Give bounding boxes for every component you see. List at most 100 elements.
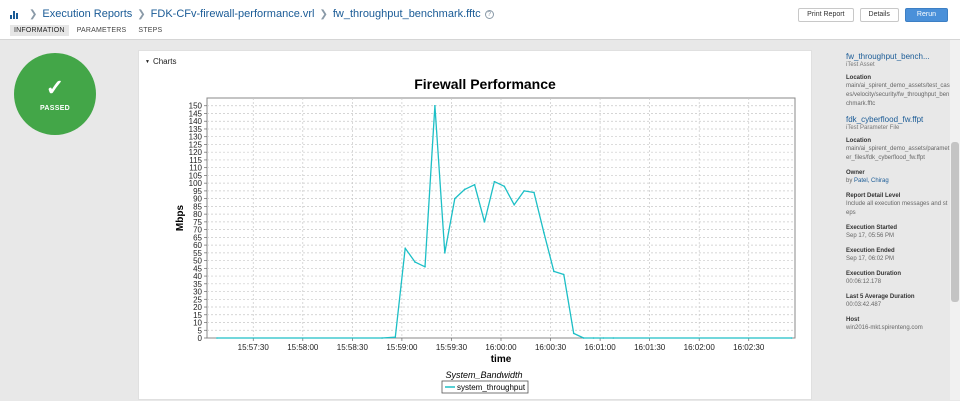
caret-down-icon: ▼ <box>145 58 150 65</box>
y-tick-label: 150 <box>189 102 203 111</box>
data-point <box>404 247 407 249</box>
y-tick-label: 90 <box>193 195 202 204</box>
y-tick-label: 80 <box>193 210 202 219</box>
chevron-right-icon: ❯ <box>29 8 38 20</box>
legend-title: System_Bandwidth <box>445 370 522 380</box>
y-tick-label: 125 <box>189 140 203 149</box>
y-tick-label: 40 <box>193 272 202 281</box>
charts-panel: ▼ Charts Firewall Performance 0 5 10 15 20 25… <box>138 50 812 400</box>
y-tick-label: 25 <box>193 295 202 304</box>
y-tick-label: 100 <box>189 179 203 188</box>
data-point <box>513 204 516 206</box>
data-point <box>533 191 535 194</box>
data-point <box>790 337 793 339</box>
y-axis-label: Mbps <box>175 205 186 232</box>
y-tick-label: 135 <box>189 125 203 134</box>
y-tick-label: 145 <box>189 109 203 118</box>
rerun-button[interactable]: Rerun <box>904 8 948 22</box>
y-tick-label: 60 <box>193 241 202 250</box>
location-label: Location <box>846 75 871 81</box>
y-tick-label: 5 <box>198 326 203 335</box>
charts-section-label: Charts <box>152 57 177 66</box>
average-duration-value: 00:03:42.487 <box>846 302 882 308</box>
data-point <box>424 265 426 268</box>
x-tick-label: 15:58:30 <box>337 343 369 352</box>
data-point <box>473 183 476 186</box>
data-point <box>453 197 456 200</box>
execution-duration-value: 00:06:12.178 <box>846 279 882 285</box>
parameter-location-value: main/ai_spirent_demo_assets/parameter_fi… <box>846 146 950 161</box>
parameter-file-link[interactable]: fdk_cyberflood_fw.ffpt <box>846 115 924 124</box>
owner-row: by Patel, Chirag <box>846 177 950 186</box>
owner-label: Owner <box>846 170 865 176</box>
tab-parameters[interactable]: PARAMETERS <box>76 27 127 34</box>
tab-steps[interactable]: STEPS <box>138 27 163 34</box>
data-point <box>444 252 446 254</box>
y-tick-label: 55 <box>193 249 202 258</box>
bar-chart-icon <box>10 10 18 19</box>
series-lines <box>216 104 793 339</box>
data-point <box>572 332 575 335</box>
y-tick-label: 15 <box>193 311 202 320</box>
x-tick-label: 16:01:00 <box>585 343 617 352</box>
chart-title: Firewall Performance <box>414 76 556 92</box>
data-point <box>592 337 595 339</box>
parameter-location-label: Location <box>846 138 871 144</box>
execution-ended-label: Execution Ended <box>846 248 895 254</box>
data-point <box>503 185 506 188</box>
data-point <box>562 273 565 276</box>
toolbar: Print Report Details Rerun <box>798 8 948 22</box>
host-value: win2016-mkt.spirenteng.com <box>846 325 923 331</box>
y-tick-label: 140 <box>189 117 203 126</box>
x-axis-label: time <box>491 354 512 365</box>
y-tick-label: 65 <box>193 233 202 242</box>
scrollbar[interactable] <box>950 40 960 400</box>
y-tick-label: 85 <box>193 202 202 211</box>
asset-type: iTest Asset <box>846 62 875 68</box>
status-label: PASSED <box>39 104 71 112</box>
y-tick-label: 115 <box>189 156 202 165</box>
scrollbar-thumb[interactable] <box>951 142 959 302</box>
breadcrumb-execution-reports[interactable]: Execution Reports <box>42 8 133 20</box>
x-tick-label: 15:58:00 <box>287 343 319 352</box>
print-report-button[interactable]: Print Report <box>798 8 854 22</box>
x-tick-label: 16:01:30 <box>634 343 666 352</box>
legend-box <box>441 380 529 394</box>
tab-information[interactable]: INFORMATION <box>10 25 69 36</box>
breadcrumb: ❯ Execution Reports ❯ FDK-CFv-firewall-p… <box>10 8 494 20</box>
details-sidebar: fw_throughput_bench... iTest Asset Locat… <box>846 52 950 333</box>
execution-started-label: Execution Started <box>846 225 898 231</box>
grid-lines <box>207 98 795 338</box>
breadcrumb-test-case[interactable]: fw_throughput_benchmark.fftc <box>332 8 481 20</box>
asset-name-link[interactable]: fw_throughput_bench... <box>846 52 930 61</box>
x-tick-label: 15:59:00 <box>386 343 418 352</box>
data-point <box>602 337 605 339</box>
y-tick-label: 50 <box>193 257 202 266</box>
breadcrumb-report-file[interactable]: FDK-CFv-firewall-performance.vrl <box>150 8 315 20</box>
legend-series-name: system_throughput <box>457 383 526 392</box>
details-button[interactable]: Details <box>859 8 899 22</box>
owner-prefix: by <box>846 178 853 184</box>
y-tick-label: 105 <box>189 171 203 180</box>
charts-section-toggle[interactable]: ▼ Charts <box>145 57 177 66</box>
x-tick-label: 16:00:00 <box>485 343 517 352</box>
y-tick-label: 120 <box>189 148 203 157</box>
execution-duration-label: Execution Duration <box>846 271 902 277</box>
help-icon[interactable]: ? <box>484 9 494 19</box>
y-tick-label: 130 <box>189 133 203 142</box>
data-point <box>434 104 436 107</box>
throughput-chart: Firewall Performance 0510152025303540455… <box>175 76 796 394</box>
data-point <box>394 336 397 339</box>
data-point <box>523 190 525 192</box>
owner-link[interactable]: Patel, Chirag <box>854 178 889 184</box>
y-tick-label: 10 <box>193 319 202 328</box>
data-point <box>216 337 218 339</box>
data-point <box>483 221 486 223</box>
tab-bar: INFORMATION PARAMETERS STEPS <box>10 25 166 36</box>
data-point <box>553 270 555 273</box>
y-tick-label: 110 <box>189 164 202 173</box>
average-duration-label: Last 5 Average Duration <box>846 294 915 300</box>
location-value: main/ai_spirent_demo_assets/test_cases/v… <box>846 83 950 107</box>
data-point <box>381 337 383 339</box>
data-point <box>543 231 545 234</box>
